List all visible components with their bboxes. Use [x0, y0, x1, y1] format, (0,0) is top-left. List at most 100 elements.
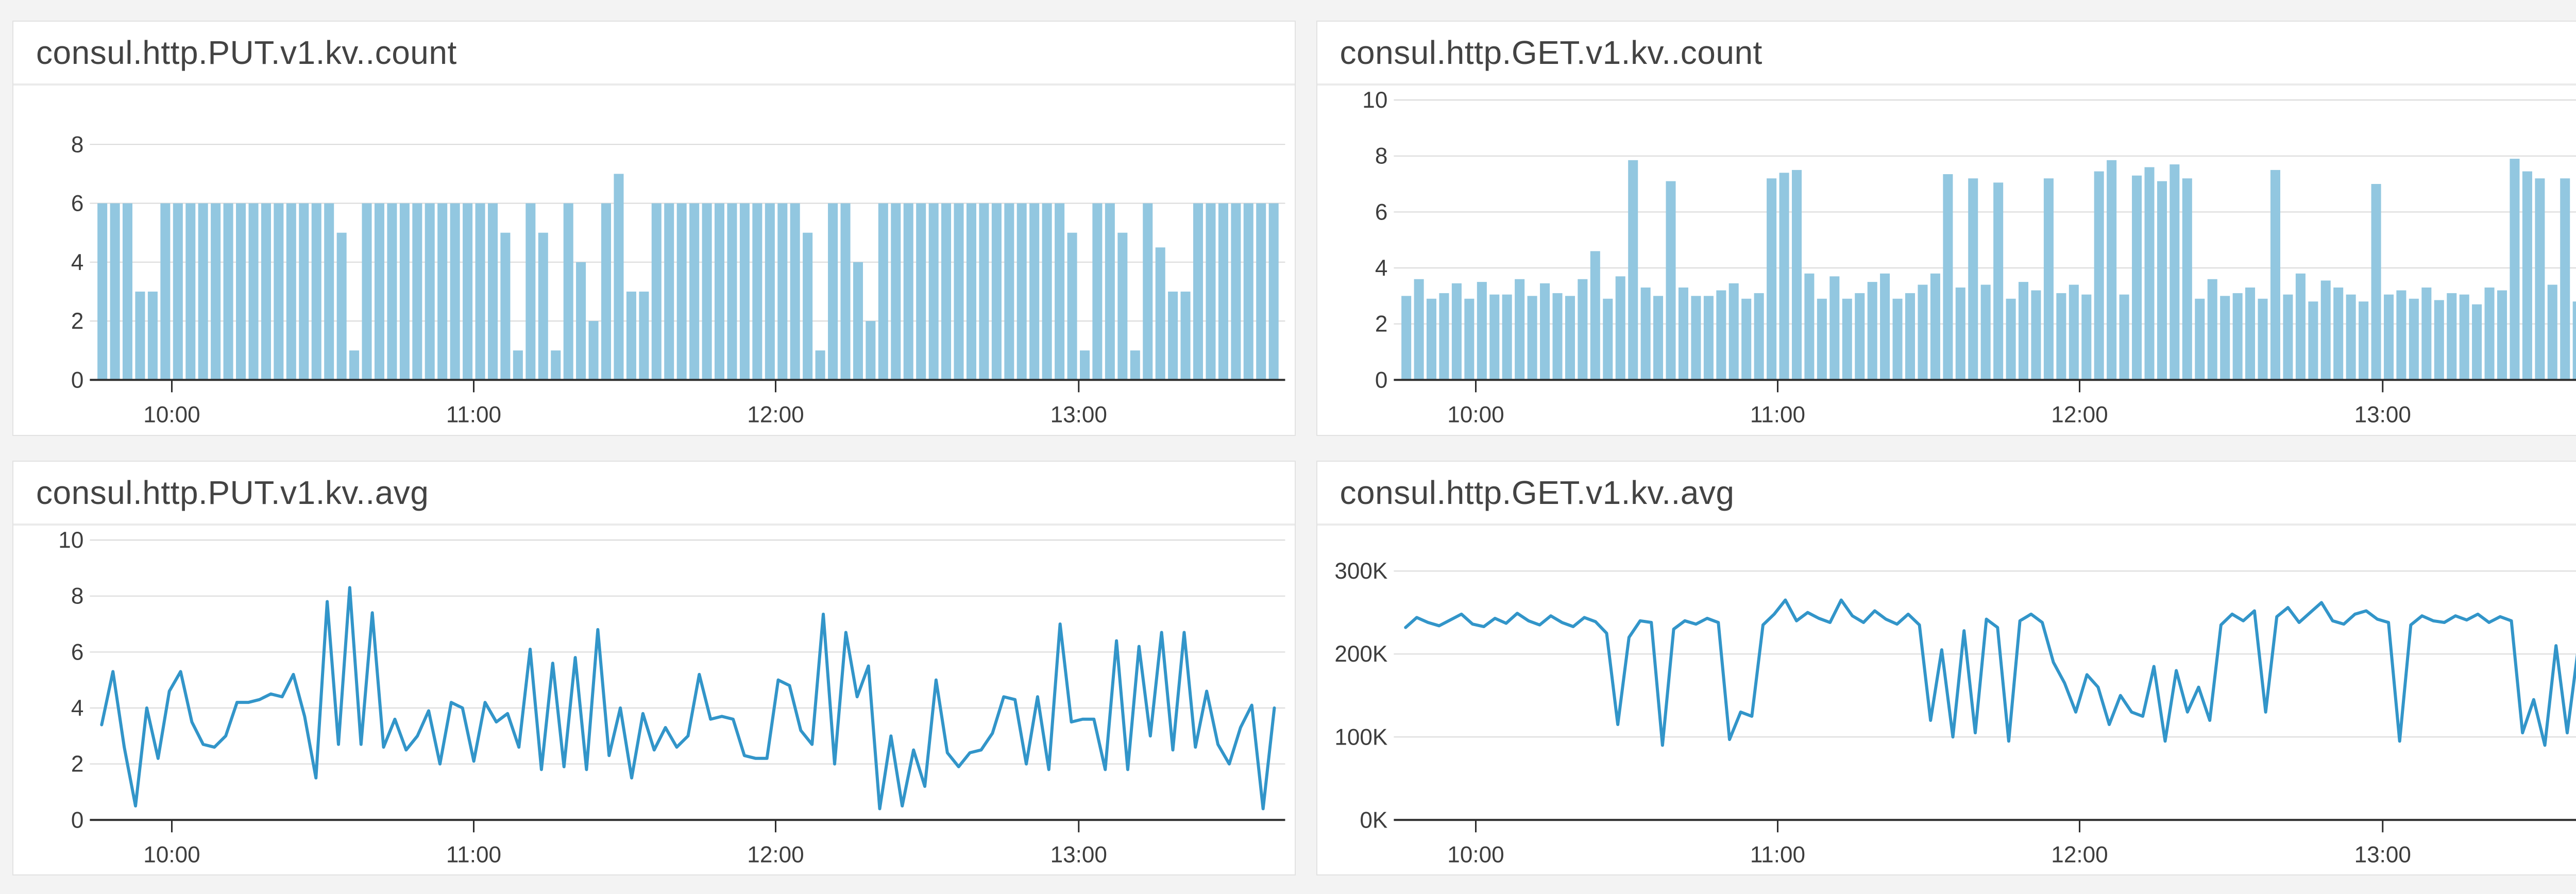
put-avg-chart-svg[interactable]: 0 2 4 6 8 10 10:00 11:00 12:00 13:00	[13, 526, 1295, 875]
bar[interactable]	[538, 232, 548, 380]
bar[interactable]	[891, 203, 901, 380]
bar[interactable]	[147, 291, 158, 380]
bar[interactable]	[1105, 203, 1115, 380]
bar[interactable]	[1703, 296, 1714, 380]
bar[interactable]	[1080, 350, 1090, 380]
bar[interactable]	[1401, 296, 1411, 380]
bar[interactable]	[928, 203, 939, 380]
bar[interactable]	[1678, 287, 1688, 380]
bar[interactable]	[412, 203, 422, 380]
bar[interactable]	[765, 203, 775, 380]
bar[interactable]	[1955, 287, 1965, 380]
put-count-chart-canvas[interactable]: 0 2 4 6 8 10:00 11:00 12:00 13:00	[13, 86, 1295, 435]
bar[interactable]	[1804, 273, 1814, 380]
bar[interactable]	[2207, 279, 2217, 380]
bar[interactable]	[853, 262, 863, 380]
bar[interactable]	[2018, 282, 2028, 380]
get-count-chart-svg[interactable]: 0 2 4 6 8 10 10:00 11:00 12:00 13:00	[1317, 86, 2576, 435]
bar[interactable]	[1193, 203, 1204, 380]
bar[interactable]	[2270, 170, 2280, 380]
bar[interactable]	[903, 203, 913, 380]
bar[interactable]	[1218, 203, 1228, 380]
bar[interactable]	[1716, 290, 1726, 380]
bar[interactable]	[2282, 294, 2293, 380]
bar[interactable]	[1754, 293, 1764, 380]
series-line[interactable]	[100, 585, 1276, 811]
bar[interactable]	[1590, 251, 1600, 380]
bar[interactable]	[362, 203, 372, 380]
bar[interactable]	[2320, 280, 2331, 380]
bar[interactable]	[1438, 293, 1449, 380]
bar[interactable]	[790, 203, 800, 380]
bar[interactable]	[1552, 293, 1563, 380]
bar[interactable]	[299, 203, 309, 380]
bar[interactable]	[2459, 294, 2469, 380]
bar[interactable]	[2219, 296, 2230, 380]
series-line[interactable]	[1403, 598, 2576, 747]
bar[interactable]	[576, 262, 586, 380]
bar[interactable]	[2409, 298, 2419, 380]
bar[interactable]	[450, 203, 460, 380]
bar[interactable]	[1867, 282, 1877, 380]
bar[interactable]	[2572, 301, 2576, 380]
bar[interactable]	[2081, 294, 2091, 380]
bar[interactable]	[991, 203, 1002, 380]
bar[interactable]	[2257, 298, 2268, 380]
bar[interactable]	[286, 203, 296, 380]
bar[interactable]	[1565, 296, 1575, 380]
bar[interactable]	[1653, 296, 1663, 380]
bar[interactable]	[2119, 294, 2129, 380]
bar[interactable]	[2560, 178, 2570, 380]
bar[interactable]	[689, 203, 700, 380]
bar[interactable]	[2534, 178, 2545, 380]
bar[interactable]	[1930, 273, 1940, 380]
bar[interactable]	[1527, 296, 1537, 380]
bar[interactable]	[1502, 294, 1512, 380]
bar[interactable]	[1155, 247, 1165, 380]
bar[interactable]	[387, 203, 397, 380]
bar[interactable]	[702, 203, 712, 380]
bar[interactable]	[2371, 184, 2381, 380]
bar[interactable]	[1917, 284, 1927, 380]
get-count-chart-canvas[interactable]: 0 2 4 6 8 10 10:00 11:00 12:00 13:00	[1317, 86, 2576, 435]
bar[interactable]	[676, 203, 687, 380]
bar[interactable]	[2006, 298, 2016, 380]
bar[interactable]	[979, 203, 989, 380]
put-avg-chart-canvas[interactable]: 0 2 4 6 8 10 10:00 11:00 12:00 13:00	[13, 526, 1295, 875]
bar[interactable]	[513, 350, 523, 380]
bar[interactable]	[1256, 203, 1266, 380]
bar[interactable]	[1092, 203, 1103, 380]
bar[interactable]	[488, 203, 498, 380]
bar[interactable]	[1690, 296, 1701, 380]
bar[interactable]	[639, 291, 649, 380]
bar[interactable]	[2169, 164, 2179, 380]
bar[interactable]	[1980, 284, 1991, 380]
bar[interactable]	[2333, 287, 2343, 380]
bar[interactable]	[1879, 273, 1890, 380]
bar[interactable]	[563, 203, 573, 380]
bar[interactable]	[2245, 287, 2255, 380]
bar[interactable]	[614, 174, 624, 380]
bar[interactable]	[2471, 304, 2482, 380]
bar[interactable]	[437, 203, 448, 380]
bar[interactable]	[2358, 301, 2368, 380]
get-avg-chart-canvas[interactable]: 0K 100K 200K 300K 10:00 11:00 12:00 13:00	[1317, 526, 2576, 875]
bar[interactable]	[2106, 160, 2116, 380]
bar[interactable]	[739, 203, 750, 380]
bar[interactable]	[1464, 298, 1474, 380]
bar[interactable]	[1779, 173, 1789, 380]
bar[interactable]	[1741, 298, 1751, 380]
bar[interactable]	[551, 350, 561, 380]
bar[interactable]	[714, 203, 725, 380]
bar[interactable]	[840, 203, 851, 380]
bar[interactable]	[1414, 279, 1424, 380]
bar[interactable]	[916, 203, 926, 380]
bar[interactable]	[1905, 293, 1915, 380]
put-count-chart-svg[interactable]: 0 2 4 6 8 10:00 11:00 12:00 13:00	[13, 86, 1295, 435]
bar[interactable]	[1968, 178, 1978, 380]
bar[interactable]	[1055, 203, 1065, 380]
bar[interactable]	[1514, 279, 1524, 380]
bar[interactable]	[752, 203, 762, 380]
bar[interactable]	[1829, 276, 1839, 380]
bar[interactable]	[1842, 298, 1852, 380]
